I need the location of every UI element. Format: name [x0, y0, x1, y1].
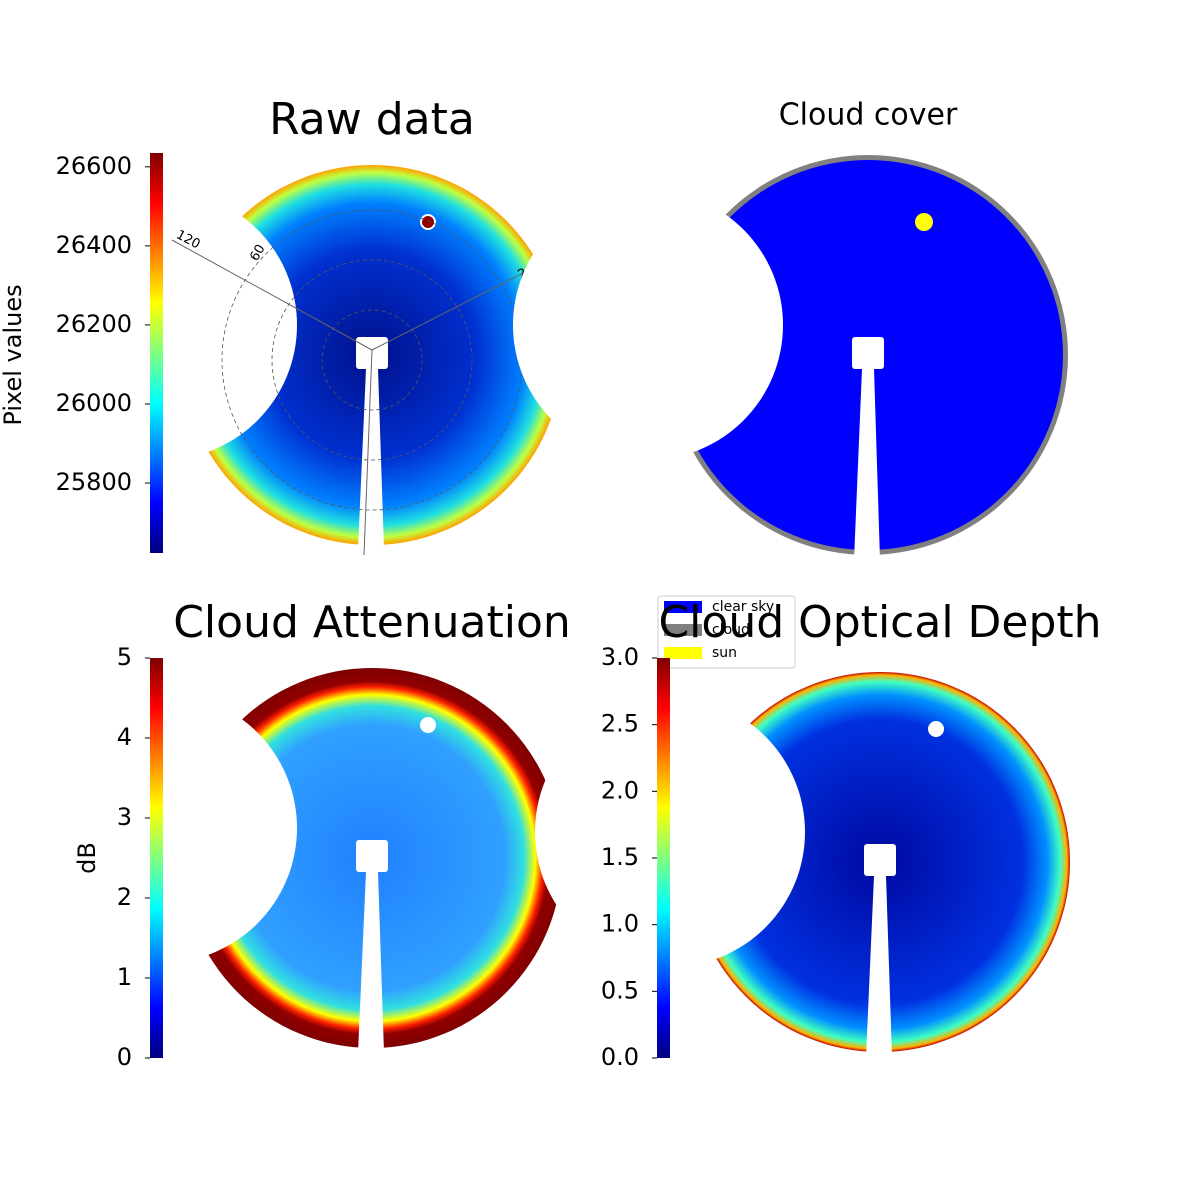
- horizon-mask: [513, 190, 783, 460]
- polar-axis: [171, 239, 373, 351]
- polar-axis: [363, 349, 373, 556]
- mast-top: [852, 337, 884, 369]
- colorbar: [150, 658, 163, 1058]
- legend-swatch: [664, 624, 702, 636]
- colorbar-label: dB: [73, 842, 101, 874]
- mast: [358, 369, 384, 550]
- chart-title: Cloud Optical Depth: [658, 597, 1101, 648]
- sky-image: [513, 155, 1068, 560]
- colorbar-tick-label: 4: [117, 723, 132, 751]
- sun: [420, 214, 436, 230]
- colorbar-tick-label: 0: [117, 1043, 132, 1071]
- colorbar-tick-label: 3.0: [601, 643, 639, 671]
- colorbar-tick-label: 2.0: [601, 776, 639, 804]
- colorbar-tick-label: 1.0: [601, 910, 639, 938]
- colorbar-tick-label: 2.5: [601, 710, 639, 738]
- colorbar-tick-label: 26400: [56, 231, 132, 259]
- colorbar-tick-label: 0.5: [601, 976, 639, 1004]
- mast: [854, 369, 880, 560]
- legend-label: sun: [712, 645, 737, 661]
- mast: [358, 872, 384, 1053]
- colorbar-tick-label: 26600: [56, 152, 132, 180]
- colorbar-tick-label: 5: [117, 643, 132, 671]
- polar-label: 60: [247, 242, 268, 264]
- colorbar-tick-label: 0.0: [601, 1043, 639, 1071]
- sun: [420, 717, 436, 733]
- mast-top: [356, 840, 388, 872]
- colorbar-tick-label: 3: [117, 803, 132, 831]
- legend-swatch: [664, 647, 702, 659]
- mast-top: [864, 844, 896, 876]
- legend-label: clear sky: [712, 599, 774, 615]
- colorbar: [150, 153, 163, 553]
- sun: [928, 721, 944, 737]
- sky-image: [27, 668, 562, 1053]
- chart-title: Raw data: [269, 94, 475, 145]
- mast: [866, 876, 892, 1057]
- chart-title: Cloud Attenuation: [173, 597, 571, 648]
- colorbar: [657, 658, 670, 1058]
- colorbar-tick-label: 26200: [56, 310, 132, 338]
- polar-grid: [321, 309, 423, 411]
- colorbar-tick-label: 26000: [56, 389, 132, 417]
- sun: [915, 213, 933, 231]
- colorbar-tick-label: 1.5: [601, 843, 639, 871]
- legend-label: cloud: [712, 622, 750, 638]
- colorbar-label: Pixel values: [0, 284, 27, 425]
- colorbar-tick-label: 1: [117, 963, 132, 991]
- colorbar-tick-label: 25800: [56, 468, 132, 496]
- polar-grid: [271, 259, 473, 461]
- chart-title: Cloud cover: [779, 98, 958, 133]
- colorbar-tick-label: 2: [117, 883, 132, 911]
- legend-swatch: [664, 601, 702, 613]
